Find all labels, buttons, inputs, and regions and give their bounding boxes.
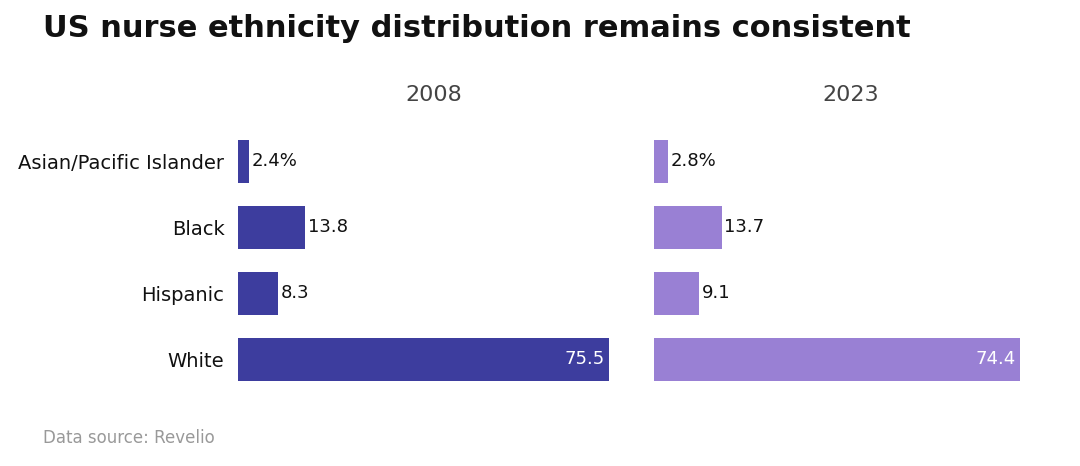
Text: 74.4: 74.4 — [976, 350, 1016, 368]
Text: 13.7: 13.7 — [725, 218, 765, 236]
Text: US nurse ethnicity distribution remains consistent: US nurse ethnicity distribution remains … — [43, 14, 910, 43]
Bar — [654, 140, 669, 183]
Bar — [238, 338, 609, 381]
Text: 75.5: 75.5 — [565, 350, 605, 368]
Text: 2.8%: 2.8% — [671, 152, 716, 170]
Text: 8.3: 8.3 — [281, 284, 310, 302]
Text: 2.4%: 2.4% — [252, 152, 298, 170]
Text: 13.8: 13.8 — [308, 218, 348, 236]
Bar — [654, 206, 721, 249]
Text: Data source: Revelio: Data source: Revelio — [43, 429, 215, 447]
Bar — [654, 272, 699, 315]
Bar — [238, 206, 306, 249]
Title: 2023: 2023 — [823, 85, 879, 105]
Bar — [238, 140, 249, 183]
Bar — [238, 272, 279, 315]
Text: 9.1: 9.1 — [702, 284, 730, 302]
Title: 2008: 2008 — [406, 85, 462, 105]
Bar — [654, 338, 1021, 381]
